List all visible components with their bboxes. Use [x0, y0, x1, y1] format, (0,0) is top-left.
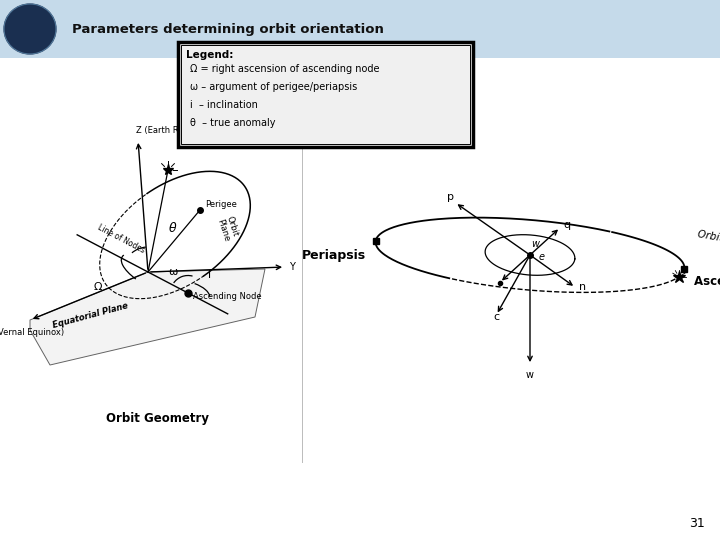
Text: p: p	[447, 192, 454, 201]
Text: Orbit
Plane: Orbit Plane	[215, 215, 240, 243]
Text: X(Vernal Equinox): X(Vernal Equinox)	[0, 328, 65, 337]
Text: Ascending Node: Ascending Node	[193, 292, 261, 301]
Bar	[0, 0, 720, 58]
Text: Ω = right ascension of ascending node: Ω = right ascension of ascending node	[190, 64, 379, 74]
Text: w: w	[531, 239, 539, 249]
Text: Ω: Ω	[94, 282, 102, 292]
Text: q: q	[563, 219, 570, 230]
Bar	[178, 42, 473, 147]
Text: i  – inclination: i – inclination	[190, 100, 258, 110]
Text: Equatorial Plane: Equatorial Plane	[51, 301, 129, 330]
Text: Parameters determining orbit orientation: Parameters determining orbit orientation	[72, 23, 384, 36]
Text: n: n	[578, 282, 585, 293]
Text: ω – argument of perigee/periapsis: ω – argument of perigee/periapsis	[190, 82, 357, 92]
Text: Orbit Plane: Orbit Plane	[697, 229, 720, 249]
Text: ω: ω	[168, 267, 178, 277]
Text: 31: 31	[689, 517, 705, 530]
Text: Orbit Geometry: Orbit Geometry	[107, 412, 210, 425]
Text: i: i	[208, 270, 212, 280]
Text: c: c	[493, 312, 500, 322]
Text: w: w	[526, 370, 534, 380]
Text: θ  – true anomaly: θ – true anomaly	[190, 118, 276, 128]
Text: e: e	[539, 252, 545, 262]
Text: Line of Nodes: Line of Nodes	[96, 223, 146, 255]
Text: Perigee: Perigee	[205, 200, 237, 209]
Text: Periapsis: Periapsis	[302, 249, 366, 262]
Text: Y: Y	[289, 262, 295, 272]
Text: θ: θ	[169, 222, 177, 235]
Bar	[181, 45, 470, 144]
Polygon shape	[30, 269, 265, 365]
Ellipse shape	[4, 4, 56, 54]
Text: Legend:: Legend:	[186, 50, 233, 60]
Text: Z (Earth Rotational Axis): Z (Earth Rotational Axis)	[136, 126, 239, 135]
Text: Ascending Node: Ascending Node	[694, 274, 720, 287]
